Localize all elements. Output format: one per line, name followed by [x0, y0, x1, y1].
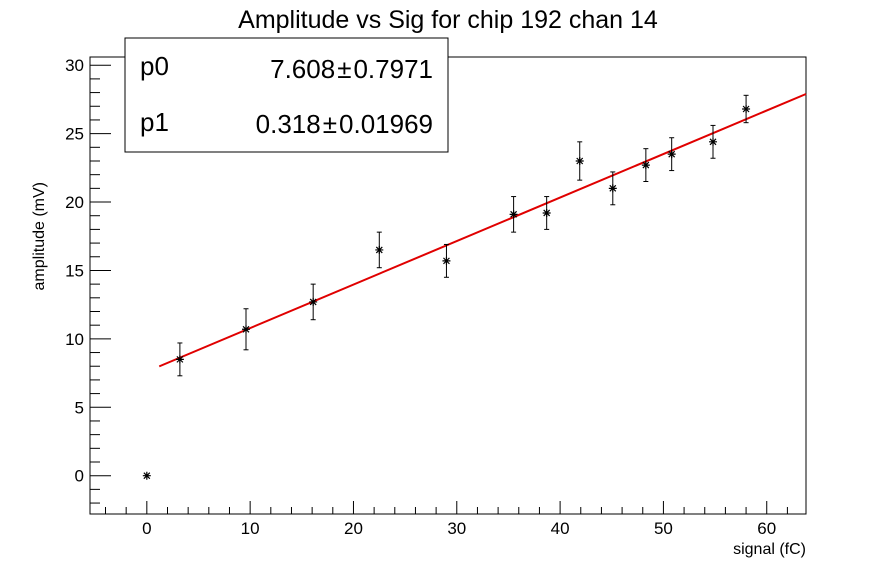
point-marker — [667, 150, 676, 159]
data-point — [667, 137, 676, 172]
data-point — [242, 308, 251, 351]
stat-value-p1-error: 0.01969 — [339, 109, 433, 139]
stat-value-p1: 0.318±0.01969 — [256, 109, 433, 139]
point-marker — [242, 325, 251, 334]
point-marker — [175, 355, 184, 364]
data-point — [509, 196, 518, 233]
data-point — [709, 124, 718, 159]
y-tick-label: 15 — [65, 261, 84, 280]
x-tick-label: 10 — [241, 519, 260, 538]
stat-name-p1: p1 — [140, 107, 169, 137]
y-tick-label: 20 — [65, 193, 84, 212]
y-tick-label: 5 — [75, 398, 84, 417]
data-point — [142, 471, 151, 480]
data-point — [608, 171, 617, 206]
stat-value-p0-pm: ± — [337, 54, 351, 84]
y-tick-label: 25 — [65, 125, 84, 144]
stat-value-p0: 7.608±0.7971 — [270, 54, 433, 84]
data-point — [641, 148, 650, 183]
data-points — [142, 94, 751, 480]
fit-stats-box: p0 7.608±0.7971 p1 0.318±0.01969 — [124, 37, 449, 153]
x-tick-label: 60 — [757, 519, 776, 538]
data-point — [542, 196, 551, 230]
point-marker — [575, 156, 584, 165]
point-marker — [375, 245, 384, 254]
x-tick-label: 30 — [447, 519, 466, 538]
point-marker — [641, 161, 650, 170]
axis-ticks — [90, 64, 788, 514]
stat-value-p0-error: 0.7971 — [353, 54, 433, 84]
tick-labels: 0 10 20 30 40 50 60 0 5 10 15 20 25 30 — [65, 56, 776, 538]
x-tick-label: 0 — [142, 519, 151, 538]
stat-value-p0-value: 7.608 — [270, 54, 335, 84]
y-tick-label: 10 — [65, 330, 84, 349]
data-point — [175, 342, 184, 377]
y-tick-label: 30 — [65, 56, 84, 75]
x-tick-label: 20 — [344, 519, 363, 538]
point-marker — [742, 104, 751, 113]
point-marker — [442, 256, 451, 265]
point-marker — [309, 297, 318, 306]
y-axis-label: amplitude (mV) — [31, 182, 48, 290]
x-axis-label: signal (fC) — [733, 541, 806, 558]
x-tick-label: 40 — [551, 519, 570, 538]
data-point — [309, 283, 318, 321]
fit-line — [158, 93, 807, 368]
data-point — [742, 94, 751, 124]
x-tick-label: 50 — [654, 519, 673, 538]
stats-box-frame — [124, 37, 449, 153]
y-tick-label: 0 — [75, 467, 84, 486]
point-marker — [509, 210, 518, 219]
point-marker — [709, 137, 718, 146]
data-point — [442, 243, 451, 278]
point-marker — [608, 184, 617, 193]
data-point — [375, 231, 384, 269]
stat-name-p0: p0 — [140, 51, 169, 81]
fit-layer — [158, 93, 807, 368]
data-point — [575, 141, 584, 181]
stat-value-p1-value: 0.318 — [256, 109, 321, 139]
point-marker — [542, 208, 551, 217]
stat-value-p1-pm: ± — [323, 109, 337, 139]
point-marker — [142, 471, 151, 480]
chart-title: Amplitude vs Sig for chip 192 chan 14 — [238, 6, 658, 34]
